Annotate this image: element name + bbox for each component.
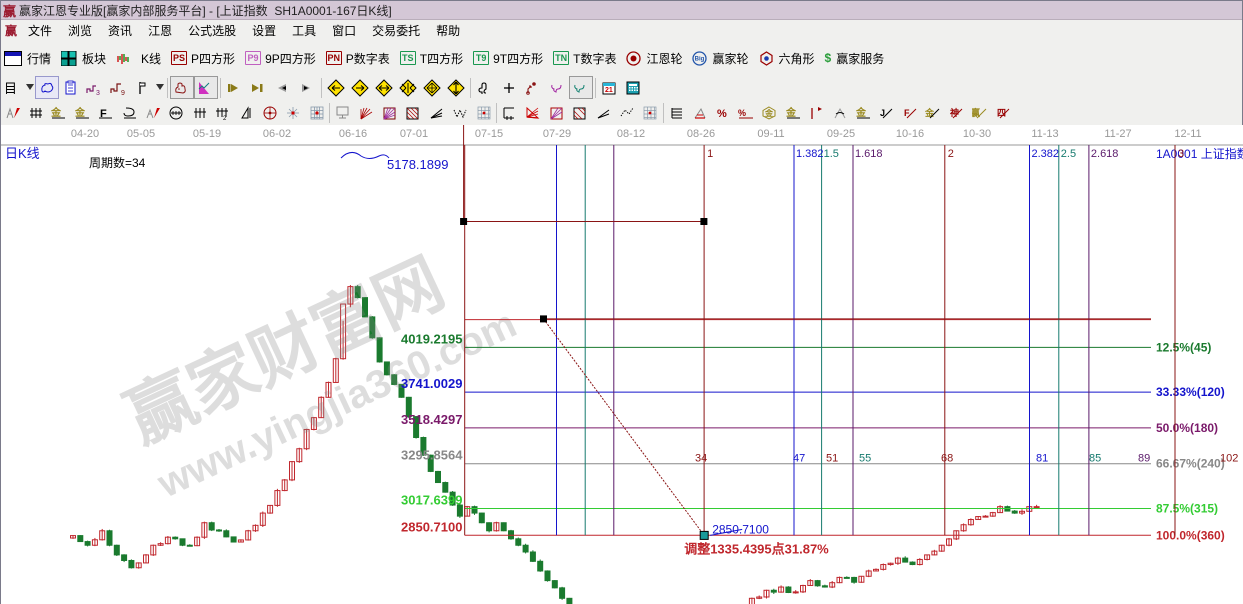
svg-text:08-12: 08-12 xyxy=(617,128,645,140)
svg-text:07-01: 07-01 xyxy=(400,128,428,140)
svg-text:12-11: 12-11 xyxy=(1174,128,1201,140)
svg-text:1: 1 xyxy=(707,148,713,160)
svg-text:周期数=34: 周期数=34 xyxy=(89,155,146,170)
svg-text:1.618: 1.618 xyxy=(855,148,883,160)
svg-text:85: 85 xyxy=(1089,452,1101,464)
svg-text:07-29: 07-29 xyxy=(543,128,571,140)
svg-text:11-13: 11-13 xyxy=(1031,128,1058,140)
svg-text:1A0001 上证指数: 1A0001 上证指数 xyxy=(1156,146,1243,161)
svg-text:%: % xyxy=(738,108,746,118)
svg-text:21: 21 xyxy=(605,87,613,94)
svg-text:55: 55 xyxy=(859,452,871,464)
svg-text:金: 金 xyxy=(74,106,86,119)
svg-text:87.5%(315): 87.5%(315) xyxy=(1156,501,1218,515)
svg-text:3: 3 xyxy=(96,90,100,96)
svg-text:9: 9 xyxy=(121,90,125,96)
svg-text:2.618: 2.618 xyxy=(1091,148,1119,160)
svg-text:目: 目 xyxy=(4,81,17,96)
svg-text:89: 89 xyxy=(1138,452,1150,464)
svg-text:%: % xyxy=(717,108,727,120)
svg-text:47: 47 xyxy=(793,452,805,464)
svg-text:12.5%(45): 12.5%(45) xyxy=(1156,340,1211,354)
svg-text:金: 金 xyxy=(785,106,797,119)
svg-text:10-30: 10-30 xyxy=(963,128,991,140)
svg-text:1.382: 1.382 xyxy=(796,148,824,160)
svg-text:33.33%(120): 33.33%(120) xyxy=(1156,385,1225,399)
svg-text:102: 102 xyxy=(1220,452,1238,464)
svg-text:日K线: 日K线 xyxy=(5,146,40,161)
svg-text:1.5: 1.5 xyxy=(824,148,839,160)
svg-text:06-16: 06-16 xyxy=(339,128,367,140)
svg-text:3741.0029: 3741.0029 xyxy=(401,376,462,391)
svg-text:金: 金 xyxy=(855,106,867,119)
svg-text:05-19: 05-19 xyxy=(193,128,221,140)
svg-text:3295.8564: 3295.8564 xyxy=(401,448,463,463)
svg-text:10-16: 10-16 xyxy=(896,128,924,140)
svg-text:07-15: 07-15 xyxy=(475,128,503,140)
svg-text:金: 金 xyxy=(764,108,774,118)
svg-text:08-26: 08-26 xyxy=(687,128,715,140)
svg-text:3017.6399: 3017.6399 xyxy=(401,492,462,507)
svg-text:金: 金 xyxy=(925,107,935,118)
svg-text:100.0%(360): 100.0%(360) xyxy=(1156,528,1225,542)
svg-text:68: 68 xyxy=(941,452,953,464)
svg-text:09-11: 09-11 xyxy=(757,128,784,140)
svg-text:05-05: 05-05 xyxy=(127,128,155,140)
svg-text:2850.7100: 2850.7100 xyxy=(401,519,462,534)
svg-text:81: 81 xyxy=(1036,452,1048,464)
svg-text:3: 3 xyxy=(1178,148,1184,160)
svg-text:34: 34 xyxy=(695,452,707,464)
svg-text:50.0%(180): 50.0%(180) xyxy=(1156,421,1218,435)
svg-text:66.67%(240): 66.67%(240) xyxy=(1156,457,1225,471)
svg-text:Big: Big xyxy=(695,56,705,62)
svg-text:5178.1899: 5178.1899 xyxy=(387,157,448,172)
svg-text:4019.2195: 4019.2195 xyxy=(401,331,462,346)
svg-text:2.382: 2.382 xyxy=(1032,148,1060,160)
svg-text:04-20: 04-20 xyxy=(71,128,99,140)
svg-text:11-27: 11-27 xyxy=(1104,128,1131,140)
svg-text:09-25: 09-25 xyxy=(827,128,855,140)
svg-text:金: 金 xyxy=(50,106,62,119)
svg-text:调整1335.4395点31.87%: 调整1335.4395点31.87% xyxy=(684,541,829,556)
svg-text:2: 2 xyxy=(948,148,954,160)
svg-text:51: 51 xyxy=(826,452,838,464)
svg-text:06-02: 06-02 xyxy=(263,128,291,140)
svg-text:3518.4297: 3518.4297 xyxy=(401,412,462,427)
svg-text:2.5: 2.5 xyxy=(1061,148,1076,160)
